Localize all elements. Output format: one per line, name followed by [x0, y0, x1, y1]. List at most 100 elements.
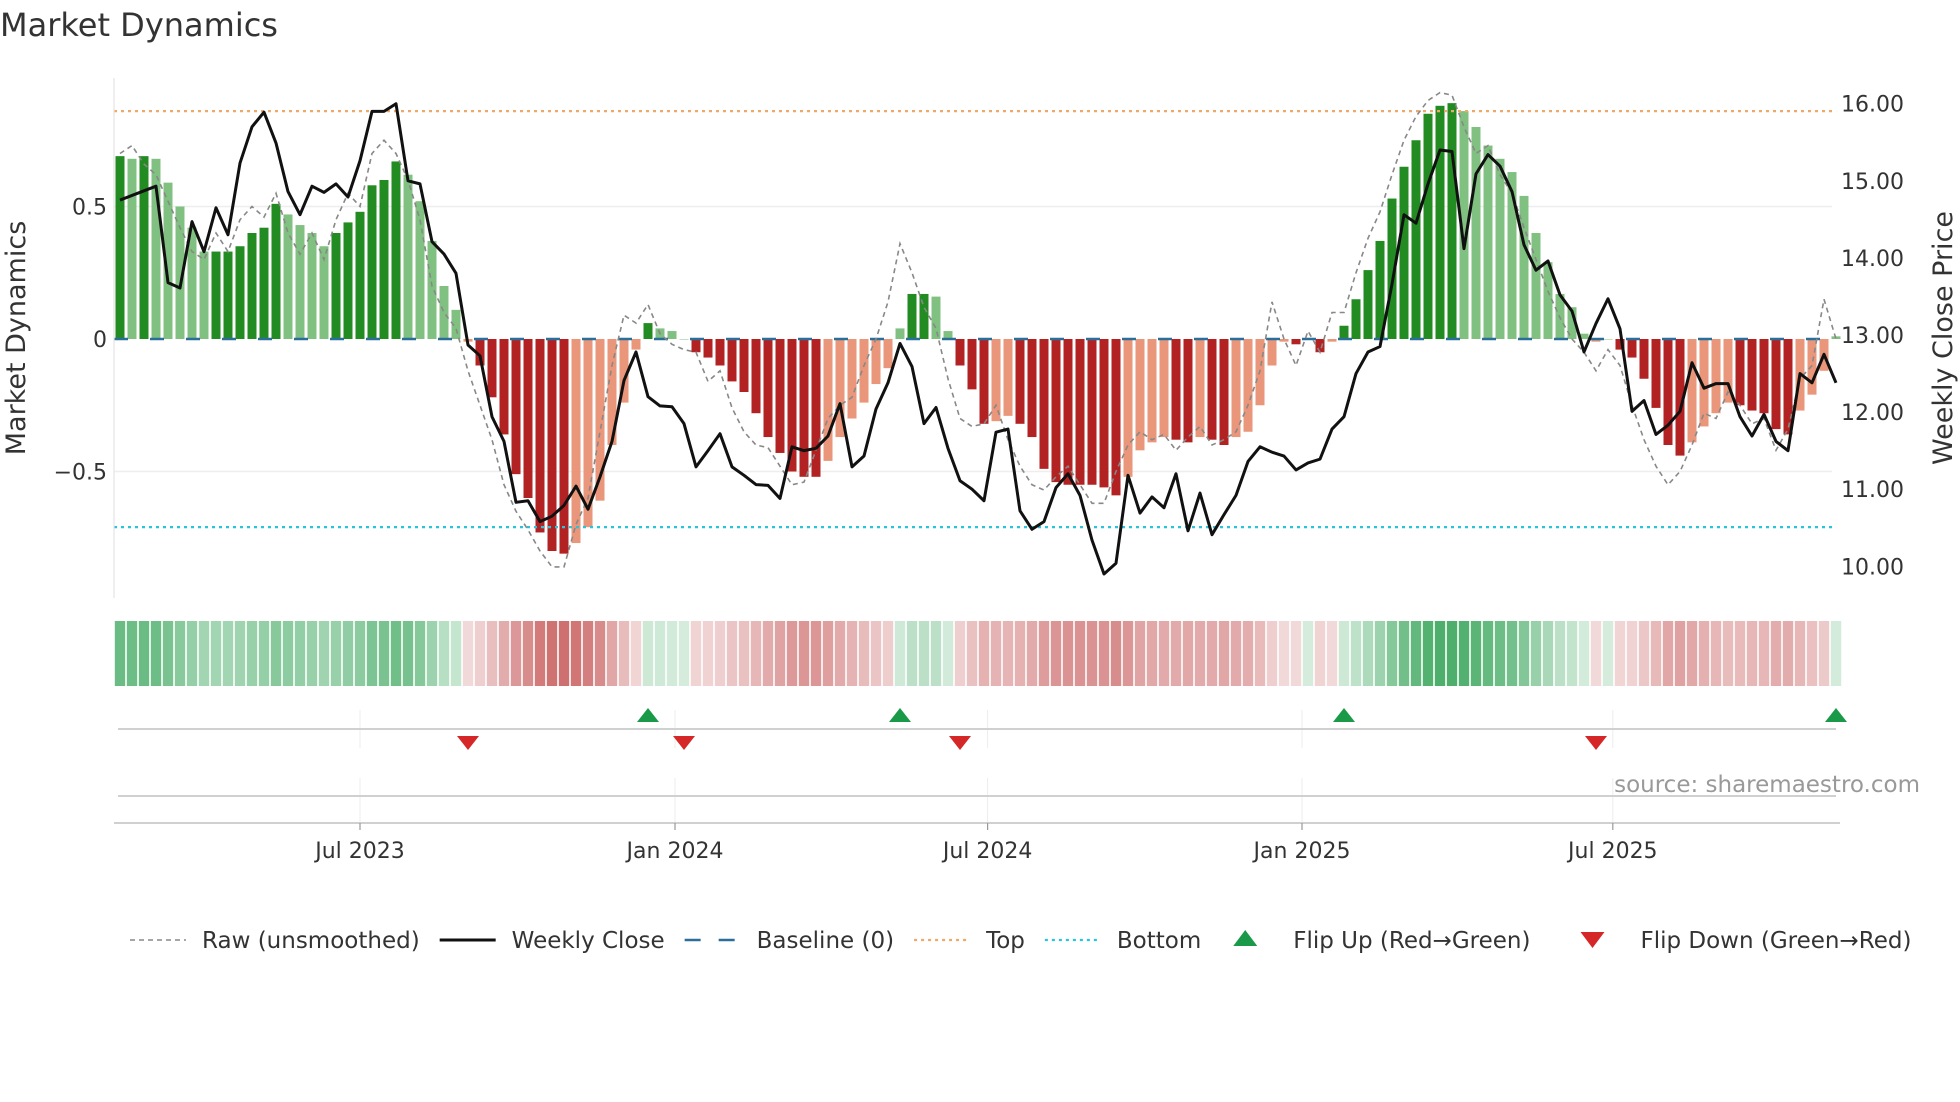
- heat-cell: [1650, 621, 1662, 686]
- heat-cell: [1818, 621, 1830, 686]
- heat-cell: [1698, 621, 1710, 686]
- dynamics-bar: [1219, 339, 1229, 445]
- heat-cell: [1110, 621, 1122, 686]
- dynamics-bar: [1231, 339, 1241, 438]
- heat-cell: [342, 621, 354, 686]
- dynamics-bar: [1603, 339, 1613, 340]
- heat-cell: [1266, 621, 1278, 686]
- dynamics-bar: [1111, 339, 1121, 496]
- heat-cell: [1038, 621, 1050, 686]
- heat-cell: [138, 621, 150, 686]
- dynamics-bar: [1519, 195, 1529, 339]
- dynamics-bar: [211, 251, 221, 339]
- heat-cell: [354, 621, 366, 686]
- dynamics-bar: [1087, 339, 1097, 485]
- dynamics-bar: [1711, 339, 1721, 414]
- heat-cell: [498, 621, 510, 686]
- dynamics-bar: [883, 339, 893, 369]
- dynamics-bar: [631, 339, 641, 350]
- dynamics-bar: [607, 339, 617, 445]
- dynamics-bar: [1771, 339, 1781, 430]
- heat-cell: [642, 621, 654, 686]
- heat-cell: [594, 621, 606, 686]
- dynamics-bar: [1291, 339, 1301, 345]
- y2-tick-label: 12.00: [1841, 401, 1904, 426]
- heat-cell: [366, 621, 378, 686]
- heat-cell: [606, 621, 618, 686]
- heat-cell: [282, 621, 294, 686]
- dynamics-bar: [691, 339, 701, 353]
- heat-cell: [390, 621, 402, 686]
- dynamics-bar: [1015, 339, 1025, 424]
- dynamics-bar: [1375, 240, 1385, 339]
- dynamics-bar: [1447, 103, 1457, 340]
- heat-cell: [1350, 621, 1362, 686]
- dynamics-bar: [307, 233, 317, 339]
- dynamics-bar: [1783, 339, 1793, 435]
- dynamics-bar: [1615, 339, 1625, 350]
- dynamics-bar: [355, 211, 365, 339]
- dynamics-bar: [1135, 339, 1145, 451]
- heat-cell: [630, 621, 642, 686]
- heat-cell: [1566, 621, 1578, 686]
- heat-cell: [1170, 621, 1182, 686]
- dynamics-bar: [403, 174, 413, 339]
- heat-cell: [870, 621, 882, 686]
- weekly-close-line: [119, 102, 1838, 576]
- dynamics-bar: [571, 339, 581, 544]
- heat-cell: [858, 621, 870, 686]
- heat-cell: [270, 621, 282, 686]
- heat-cell: [1494, 621, 1506, 686]
- heat-cell: [330, 621, 342, 686]
- heat-cell: [546, 621, 558, 686]
- heat-cell: [1530, 621, 1542, 686]
- dynamics-bar: [343, 222, 353, 339]
- y2-tick-label: 15.00: [1841, 170, 1904, 195]
- dynamics-bar: [667, 331, 677, 339]
- dynamics-bar: [1051, 339, 1061, 483]
- dynamics-bar: [811, 339, 821, 477]
- heat-cell: [894, 621, 906, 686]
- dynamics-bar: [583, 339, 593, 528]
- heat-cell: [690, 621, 702, 686]
- heat-cell: [438, 621, 450, 686]
- dynamics-bar: [223, 251, 233, 339]
- heat-cell: [258, 621, 270, 686]
- dynamics-bar: [1099, 339, 1109, 488]
- heat-cell: [1758, 621, 1770, 686]
- heat-cell: [162, 621, 174, 686]
- heat-cell: [1086, 621, 1098, 686]
- raw-line: [119, 91, 1837, 568]
- heat-cell: [990, 621, 1002, 686]
- heat-cell: [522, 621, 534, 686]
- dynamics-bar: [427, 240, 437, 339]
- flip-up-legend-icon: [1233, 930, 1258, 946]
- heat-cell: [1710, 621, 1722, 686]
- heat-cell: [822, 621, 834, 686]
- legend-item-flip-down: Flip Down (Green→Red): [1580, 928, 1911, 954]
- heat-cell: [246, 621, 258, 686]
- dynamics-bar: [1675, 339, 1685, 456]
- y-tick-label: −0.5: [54, 461, 107, 486]
- dynamics-bar: [619, 339, 629, 403]
- heat-cell: [1470, 621, 1482, 686]
- heat-cell: [810, 621, 822, 686]
- dynamics-bar: [1279, 339, 1289, 342]
- heat-cell: [1098, 621, 1110, 686]
- heat-cell: [1518, 621, 1530, 686]
- heat-cell: [1542, 621, 1554, 686]
- heat-cell: [1722, 621, 1734, 686]
- dynamics-bar: [487, 339, 497, 398]
- dynamics-bar: [595, 339, 605, 501]
- legend-label: Top: [985, 928, 1025, 954]
- dynamics-bar: [1195, 339, 1205, 438]
- dynamics-bar: [1495, 158, 1505, 339]
- heat-cell: [426, 621, 438, 686]
- dynamics-bar: [979, 339, 989, 424]
- heat-cell: [966, 621, 978, 686]
- y2-tick-label: 13.00: [1841, 324, 1904, 349]
- heat-cell: [582, 621, 594, 686]
- dynamics-bar: [1327, 339, 1337, 342]
- heat-cell: [1746, 621, 1758, 686]
- dynamics-bar: [1567, 307, 1577, 339]
